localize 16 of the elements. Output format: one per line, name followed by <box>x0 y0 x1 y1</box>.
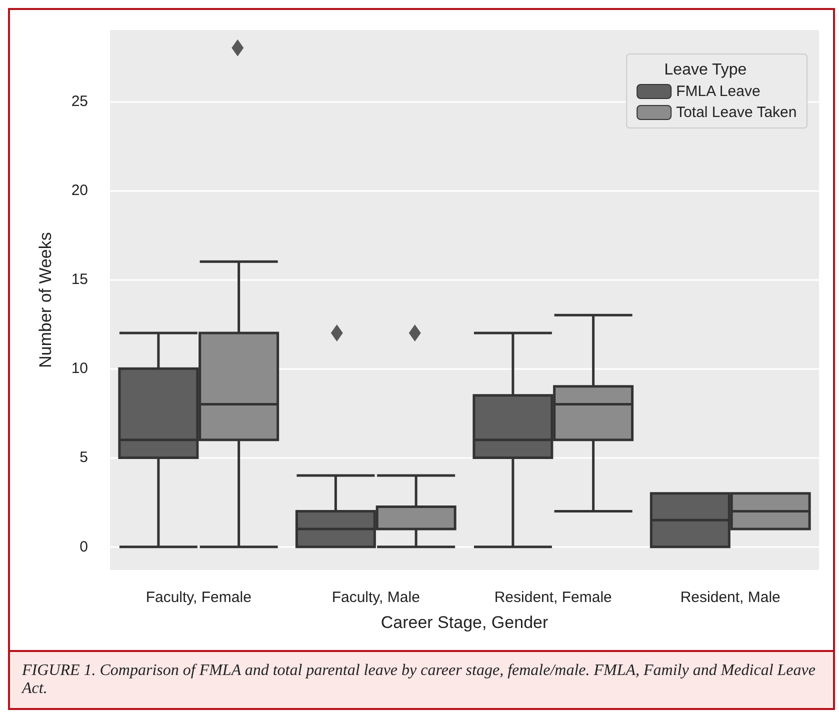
y-tick-label: 15 <box>71 271 88 288</box>
x-axis-title: Career Stage, Gender <box>380 613 548 632</box>
caption: FIGURE 1. Comparison of FMLA and total parental leave by career stage, female/male. FMLA, Family and Medical Leave Act. <box>10 650 833 708</box>
y-tick-label: 0 <box>80 538 88 556</box>
legend-label: Total Leave Taken <box>676 104 797 121</box>
y-axis-title: Number of Weeks <box>36 232 55 368</box>
x-tick-label: Faculty, Female <box>146 589 252 606</box>
y-tick-label: 20 <box>71 182 88 199</box>
x-tick-label: Resident, Male <box>680 589 780 606</box>
y-tick-label: 25 <box>71 92 88 110</box>
y-tick-label: 5 <box>80 449 88 466</box>
legend-title: Leave Type <box>664 62 747 78</box>
x-tick-label: Resident, Female <box>494 589 612 606</box>
y-tick-label: 10 <box>71 360 88 378</box>
legend-label: FMLA Leave <box>676 83 760 100</box>
x-tick-label: Faculty, Male <box>332 589 420 606</box>
